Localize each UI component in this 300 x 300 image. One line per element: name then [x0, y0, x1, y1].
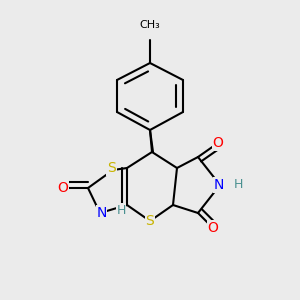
Text: CH₃: CH₃ [140, 20, 160, 30]
Text: O: O [213, 136, 224, 150]
Text: S: S [146, 214, 154, 228]
Text: S: S [107, 161, 116, 176]
Text: N: N [96, 206, 107, 220]
Text: N: N [213, 178, 224, 192]
Text: H: H [233, 178, 243, 191]
Text: O: O [208, 221, 218, 235]
Text: O: O [58, 181, 68, 195]
Text: H: H [116, 203, 126, 217]
